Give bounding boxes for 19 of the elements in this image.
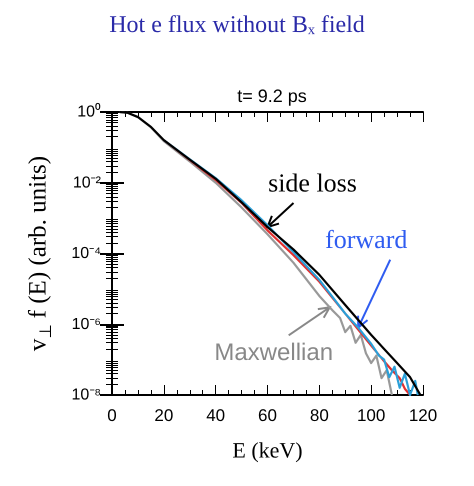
x-tick-label: 40 — [206, 406, 226, 425]
y-tick-label: 10⁻⁶ — [72, 316, 101, 333]
series-label: side loss — [268, 168, 357, 198]
y-tick-label: 10⁻⁴ — [71, 245, 102, 262]
x-tick-label: 120 — [408, 406, 438, 425]
x-tick-label: 60 — [258, 406, 277, 425]
y-tick-label: 10⁻² — [72, 174, 102, 192]
x-tick-label: 80 — [310, 406, 329, 425]
x-tick-label: 100 — [356, 406, 386, 425]
x-tick-label: 0 — [107, 406, 117, 425]
series-label: Maxwellian — [214, 338, 334, 366]
y-tick-label: 10⁰ — [77, 102, 101, 120]
x-axis-title: E (keV) — [232, 438, 303, 462]
x-tick-label: 20 — [154, 406, 174, 425]
chart-subtitle: t= 9.2 ps — [237, 86, 307, 106]
y-tick-label: 10⁻⁸ — [71, 386, 101, 404]
y-axis-title: v⊥ f (E) (arb. units) — [24, 156, 55, 352]
series-label: forward — [325, 225, 408, 254]
chart-title: Hot e flux without Bₓ field — [109, 12, 365, 38]
